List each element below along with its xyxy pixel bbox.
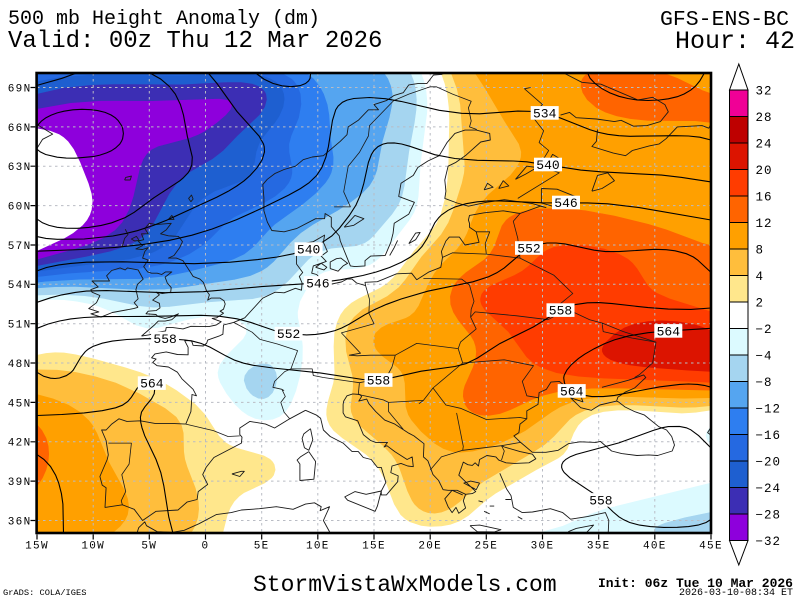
svg-text:546: 546 xyxy=(554,196,577,211)
svg-text:5W: 5W xyxy=(141,541,157,553)
svg-text:39N: 39N xyxy=(8,477,32,489)
svg-text:−16: −16 xyxy=(756,429,782,443)
svg-text:35E: 35E xyxy=(587,541,611,553)
svg-text:36N: 36N xyxy=(8,516,32,528)
svg-text:558: 558 xyxy=(549,304,572,319)
svg-text:4: 4 xyxy=(756,270,765,284)
svg-text:5E: 5E xyxy=(254,541,270,553)
svg-text:12: 12 xyxy=(756,217,773,231)
svg-text:−32: −32 xyxy=(756,535,782,549)
svg-text:63N: 63N xyxy=(8,162,32,174)
svg-text:540: 540 xyxy=(297,243,320,258)
svg-text:−12: −12 xyxy=(756,402,782,416)
svg-text:69N: 69N xyxy=(8,83,32,95)
svg-text:−28: −28 xyxy=(756,508,782,522)
svg-text:20E: 20E xyxy=(418,541,442,553)
svg-text:54N: 54N xyxy=(8,280,32,292)
svg-text:15W: 15W xyxy=(25,541,49,553)
svg-text:42N: 42N xyxy=(8,438,32,450)
svg-text:552: 552 xyxy=(517,241,540,256)
svg-text:60N: 60N xyxy=(8,202,32,214)
svg-text:40E: 40E xyxy=(643,541,667,553)
svg-text:57N: 57N xyxy=(8,241,32,253)
svg-text:558: 558 xyxy=(153,332,176,347)
svg-text:2: 2 xyxy=(756,296,765,310)
svg-text:51N: 51N xyxy=(8,320,32,332)
svg-text:552: 552 xyxy=(277,327,300,342)
svg-text:48N: 48N xyxy=(8,359,32,371)
svg-text:−20: −20 xyxy=(756,455,782,469)
svg-text:8: 8 xyxy=(756,243,765,257)
svg-text:16: 16 xyxy=(756,190,773,204)
svg-text:−2: −2 xyxy=(756,323,773,337)
svg-text:45N: 45N xyxy=(8,398,32,410)
svg-text:20: 20 xyxy=(756,164,773,178)
svg-text:546: 546 xyxy=(306,276,329,291)
svg-text:540: 540 xyxy=(536,158,559,173)
svg-text:24: 24 xyxy=(756,137,773,151)
svg-text:−24: −24 xyxy=(756,482,782,496)
svg-text:534: 534 xyxy=(533,106,557,121)
svg-text:25E: 25E xyxy=(474,541,498,553)
svg-text:558: 558 xyxy=(367,373,390,388)
svg-text:564: 564 xyxy=(657,324,681,339)
svg-text:30E: 30E xyxy=(531,541,555,553)
svg-text:45E: 45E xyxy=(699,541,723,553)
svg-text:558: 558 xyxy=(589,493,612,508)
svg-text:66N: 66N xyxy=(8,123,32,135)
svg-text:15E: 15E xyxy=(362,541,386,553)
svg-text:10W: 10W xyxy=(81,541,105,553)
svg-text:28: 28 xyxy=(756,111,773,125)
svg-text:10E: 10E xyxy=(306,541,330,553)
svg-text:−8: −8 xyxy=(756,376,773,390)
svg-text:32: 32 xyxy=(756,84,773,98)
svg-text:564: 564 xyxy=(140,377,164,392)
svg-text:0: 0 xyxy=(202,541,210,553)
svg-text:564: 564 xyxy=(560,384,584,399)
svg-text:−4: −4 xyxy=(756,349,773,363)
